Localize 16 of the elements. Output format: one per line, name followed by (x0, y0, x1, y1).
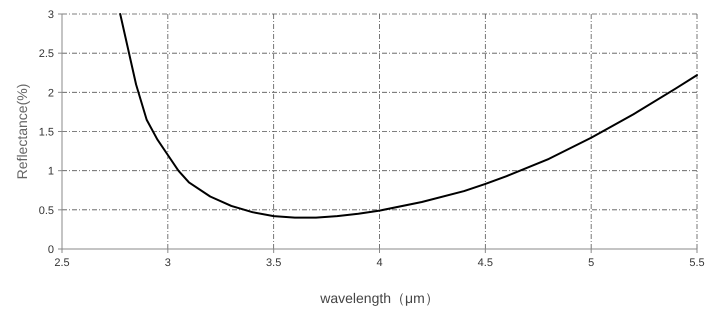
y-tick-label: 1.5 (38, 126, 54, 138)
y-tick-label: 2 (48, 87, 54, 100)
x-tick-label: 3 (164, 257, 171, 269)
y-tick-label: 1 (48, 166, 54, 178)
x-tick-label: 4 (376, 257, 383, 269)
y-tick-label: 0 (48, 244, 54, 256)
x-tick-label: 4.5 (478, 257, 493, 269)
x-tick-label: 5 (588, 257, 594, 269)
y-axis-title: Reflectance(%) (14, 84, 30, 180)
line-series (119, 13, 698, 219)
y-tick-label: 2.5 (38, 48, 54, 60)
x-tick-label: 3.5 (266, 257, 282, 269)
y-tick-label: 3 (48, 9, 54, 21)
x-tick-label: 5.5 (689, 257, 705, 269)
y-tick-label: 0.5 (38, 204, 54, 217)
x-axis-title: wavelength（μm） (319, 290, 439, 306)
